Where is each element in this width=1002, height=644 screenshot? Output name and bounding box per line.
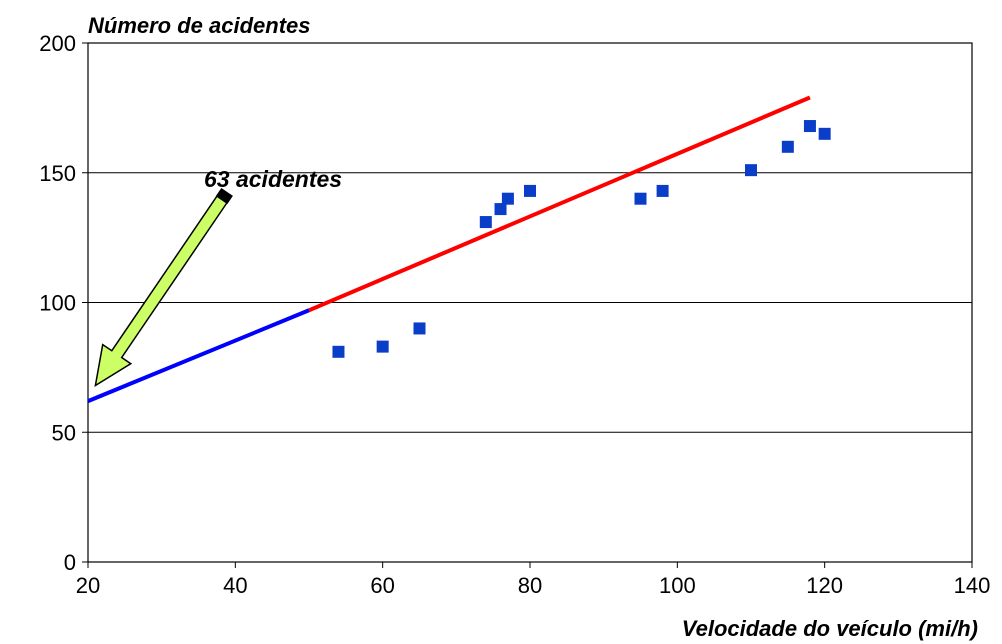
data-point xyxy=(524,184,536,197)
data-point xyxy=(818,127,831,140)
data-point xyxy=(501,192,514,205)
trend-lines xyxy=(87,95,811,403)
data-point xyxy=(413,322,426,335)
data-point xyxy=(803,120,816,133)
x-tick-label-120: 120 xyxy=(806,573,843,598)
y-axis-title: Número de acidentes xyxy=(88,13,311,38)
y-tick-label-0: 0 xyxy=(64,550,76,575)
x-tick-label-40: 40 xyxy=(223,573,247,598)
data-points xyxy=(332,120,831,358)
y-tick-label-200: 200 xyxy=(39,31,76,56)
data-point xyxy=(494,203,507,216)
y-tick-label-100: 100 xyxy=(39,291,76,316)
y-tick-label-50: 50 xyxy=(52,420,76,445)
data-point xyxy=(376,340,389,353)
y-tick-label-150: 150 xyxy=(39,161,76,186)
x-tick-label-60: 60 xyxy=(370,573,394,598)
data-point xyxy=(781,140,794,153)
x-tick-label-20: 20 xyxy=(76,573,100,598)
grid-lines xyxy=(82,42,973,568)
data-point xyxy=(656,184,669,197)
x-tick-label-80: 80 xyxy=(518,573,542,598)
data-point xyxy=(479,216,492,229)
annotation-arrow-body xyxy=(94,191,231,388)
x-axis-title: Velocidade do veículo (mi/h) xyxy=(682,616,978,641)
annotation-label: 63 acidentes xyxy=(204,166,342,192)
x-tick-label-100: 100 xyxy=(659,573,696,598)
data-point xyxy=(634,192,647,205)
annotation-arrow-tail xyxy=(215,188,233,205)
x-tick-label-140: 140 xyxy=(954,573,991,598)
trend-line-2 xyxy=(87,308,310,403)
data-point xyxy=(745,164,757,177)
data-point xyxy=(332,345,345,358)
trend-line-1 xyxy=(308,95,811,313)
tick-labels: 0 50 100 150 200 20 40 60 80 100 120 140 xyxy=(39,31,990,598)
annotation-arrow xyxy=(94,188,233,388)
